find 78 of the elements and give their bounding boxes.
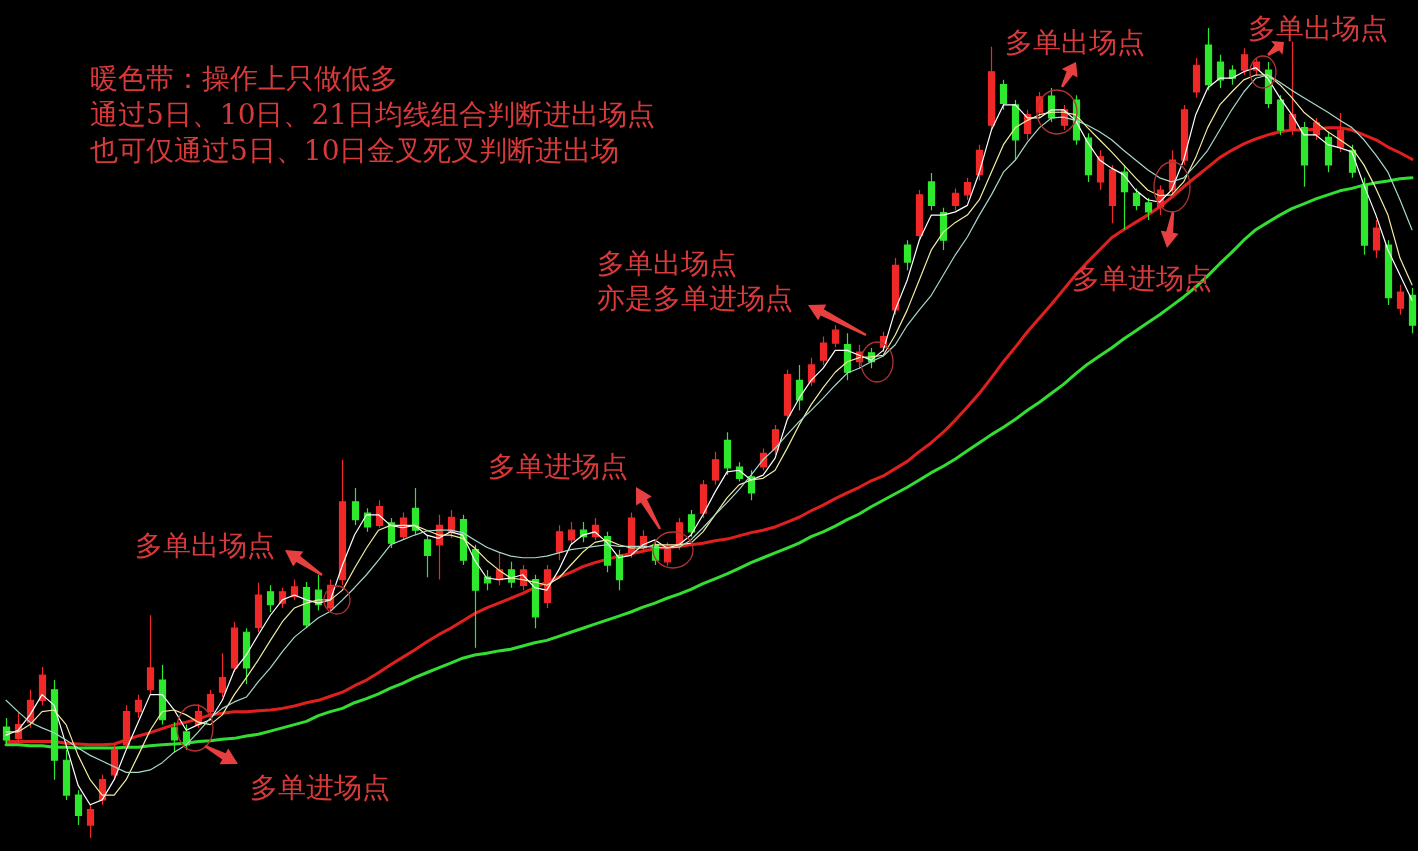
candlestick <box>158 664 167 726</box>
candlestick <box>831 324 840 348</box>
candlestick <box>302 581 311 629</box>
annotation: 多单进场点 <box>488 449 628 483</box>
annotation: 暖色带：操作上只做低多 <box>90 61 398 95</box>
candlestick <box>62 749 71 801</box>
candlestick <box>1011 99 1020 161</box>
candlestick <box>351 487 360 526</box>
candlestick <box>555 524 564 561</box>
candlestick <box>615 549 624 591</box>
candlestick <box>1288 41 1297 136</box>
candlestick <box>843 332 852 381</box>
candlestick <box>266 584 275 613</box>
candlestick <box>1096 149 1105 191</box>
candlestick <box>423 534 432 578</box>
annotation: 多单进场点 <box>250 770 390 804</box>
candlestick <box>338 459 347 586</box>
candlestick <box>1300 121 1309 188</box>
annotation: 多单出场点 <box>597 246 737 280</box>
candlestick <box>1276 94 1285 136</box>
candlestick <box>531 574 540 629</box>
candlestick <box>363 507 372 533</box>
candlestick <box>254 582 263 633</box>
annotation: 也可仅通过5日、10日金叉死叉判断进出场 <box>90 133 620 167</box>
candlestick <box>1324 131 1333 173</box>
candlestick <box>567 521 576 546</box>
candlestick <box>74 789 83 826</box>
candlestick <box>1216 54 1225 89</box>
candlestick <box>1192 57 1201 99</box>
candlestick <box>1384 239 1393 306</box>
candlestick <box>1336 112 1345 153</box>
candlestick <box>1408 287 1417 334</box>
candlestick <box>86 804 95 839</box>
candlestick <box>1396 284 1405 316</box>
candlestick <box>1372 219 1381 259</box>
candlestick <box>1120 164 1129 231</box>
candlestick <box>699 479 708 519</box>
candlestick <box>807 357 816 387</box>
candlestick <box>1204 27 1213 91</box>
candlestick <box>387 517 396 549</box>
candlestick <box>951 187 960 211</box>
candlestick <box>927 172 936 211</box>
candlestick <box>242 627 251 685</box>
candlestick <box>1240 47 1249 76</box>
candlestick <box>987 46 996 131</box>
candlestick <box>663 541 672 567</box>
candlestick <box>1084 132 1093 183</box>
candlestick <box>218 652 227 698</box>
annotation: 多单出场点 <box>1248 11 1388 45</box>
candlestick <box>1108 164 1117 224</box>
candlestick <box>206 689 215 717</box>
candlestick <box>471 544 480 649</box>
candlestick <box>38 666 47 706</box>
annotation: 通过5日、10日、21日均线组合判断进出场点 <box>90 97 656 131</box>
candlestick <box>783 369 792 421</box>
candlestick <box>891 257 900 316</box>
candlestick <box>711 451 720 486</box>
candlestick <box>819 336 828 366</box>
candlestick <box>411 487 420 535</box>
candlestick <box>963 177 972 201</box>
candlestick <box>735 461 744 483</box>
candlestick <box>1144 197 1153 221</box>
annotation: 多单出场点 <box>135 528 275 562</box>
candlestick <box>999 79 1008 111</box>
candlestick <box>903 239 912 271</box>
candlestick <box>627 511 636 559</box>
candlestick <box>134 694 143 719</box>
annotation: 多单出场点 <box>1005 25 1145 59</box>
annotation: 亦是多单进场点 <box>597 281 793 315</box>
candlestick <box>795 364 804 411</box>
candlestick <box>1180 104 1189 166</box>
candlestick <box>146 614 155 696</box>
candlestick <box>1132 187 1141 211</box>
candlestick <box>375 499 384 529</box>
candlestick <box>723 431 732 476</box>
candlestick <box>1228 64 1237 86</box>
candlestick <box>915 189 924 241</box>
candlestick <box>687 509 696 538</box>
